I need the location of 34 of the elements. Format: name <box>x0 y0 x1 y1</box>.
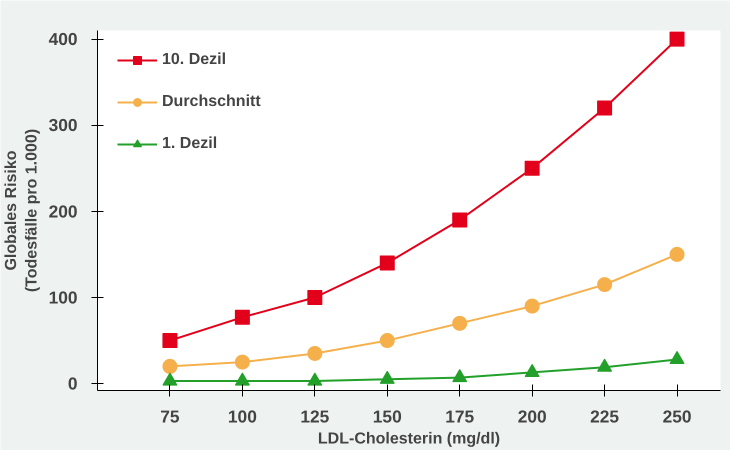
y-tick-label: 400 <box>48 29 78 50</box>
point <box>597 277 612 292</box>
point <box>670 246 685 262</box>
point <box>524 298 540 314</box>
x-tick-label: 150 <box>372 406 402 426</box>
point <box>162 358 178 374</box>
point <box>307 290 322 305</box>
point <box>670 32 685 47</box>
point <box>597 100 612 116</box>
x-tick-label: 125 <box>300 406 330 426</box>
point <box>307 346 322 361</box>
x-tick-label: 200 <box>518 406 547 426</box>
y-tick-label: 100 <box>48 287 78 308</box>
point <box>380 333 395 348</box>
y-tick-label: 200 <box>48 201 78 222</box>
y-tick-label: 0 <box>68 374 78 394</box>
x-tick-label: 250 <box>662 406 692 426</box>
point <box>162 333 178 348</box>
point <box>524 160 540 176</box>
legend-label: Durchschnitt <box>162 93 261 111</box>
x-tick-label: 175 <box>445 406 475 426</box>
legend-label: 10. Dezil <box>162 51 226 69</box>
x-tick-label: 225 <box>590 406 620 426</box>
point <box>452 212 468 228</box>
x-tick-label: 100 <box>228 406 257 426</box>
point <box>380 256 395 271</box>
x-axis-title: LDL-Cholesterin (mg/dl) <box>318 430 500 448</box>
y-axis-title: Globales Risiko (Todesfälle pro 1.000) <box>3 128 41 292</box>
legend-label: 1. Dezil <box>162 135 218 153</box>
point <box>452 316 468 331</box>
y-tick-label: 300 <box>48 115 78 136</box>
point <box>234 310 250 325</box>
x-tick-label: 75 <box>160 406 180 426</box>
point <box>234 354 250 370</box>
